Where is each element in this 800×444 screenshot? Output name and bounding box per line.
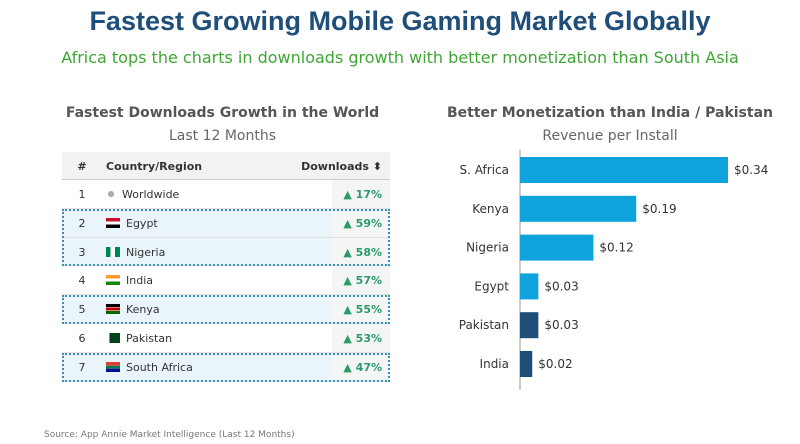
growth-cell: ▲ 55%	[343, 303, 382, 317]
rank-cell: 5	[78, 303, 86, 317]
downloads-growth-table: # Country/Region Downloads ⬍ 1 Worldwide ▲…	[62, 152, 390, 382]
growth-cell: ▲ 53%	[343, 331, 382, 345]
value-label: $0.03	[544, 318, 578, 332]
country-cell: India	[106, 274, 153, 287]
table-row: 6 Pakistan ▲ 53%	[62, 323, 390, 353]
country-name: Worldwide	[122, 188, 180, 201]
category-label: Nigeria	[466, 241, 509, 255]
egypt-flag-icon	[106, 217, 120, 228]
value-label: $0.34	[734, 163, 768, 177]
kenya-flag-icon	[106, 304, 120, 315]
country-name: Pakistan	[126, 331, 173, 345]
growth-cell: ▲ 58%	[343, 245, 382, 259]
right-panel-title: Better Monetization than India / Pakista…	[446, 105, 773, 121]
category-label: Pakistan	[459, 318, 509, 332]
bar	[520, 195, 637, 222]
india-flag-icon	[106, 275, 120, 286]
rank-cell: 3	[78, 245, 86, 259]
downloads-sort-header[interactable]: Downloads ⬍	[301, 160, 382, 173]
country-cell: Pakistan	[106, 332, 172, 345]
bar	[520, 234, 594, 261]
globe-icon	[106, 189, 116, 199]
country-name: India	[126, 274, 153, 288]
category-label: India	[480, 357, 509, 371]
page-title: Fastest Growing Mobile Gaming Market Glo…	[89, 6, 711, 36]
revenue-per-install-chart: S. Africa $0.34 Kenya $0.19 Nigeria $0.12 Egyp…	[459, 150, 768, 390]
left-panel-subtitle: Last 12 Months	[168, 128, 277, 144]
rank-cell: 1	[78, 188, 86, 201]
country-cell: South Africa	[106, 361, 193, 374]
downloads-cell-bg	[332, 352, 390, 381]
value-label: $0.12	[599, 241, 633, 255]
downloads-cell-bg	[332, 295, 390, 323]
country-name: Kenya	[126, 303, 160, 317]
table-row: 3 Nigeria ▲ 58%	[62, 237, 390, 267]
bar	[520, 273, 539, 300]
growth-cell: ▲ 57%	[343, 274, 382, 288]
country-cell: Egypt	[106, 217, 158, 230]
value-label: $0.02	[538, 357, 572, 371]
downloads-cell-bg	[332, 237, 390, 266]
downloads-cell-bg	[332, 180, 390, 208]
country-cell: Nigeria	[106, 246, 165, 259]
country-name: South Africa	[126, 360, 193, 374]
rank-cell: 2	[78, 216, 86, 230]
table-row: 7 South Africa ▲ 47%	[62, 352, 390, 382]
value-label: $0.19	[642, 202, 676, 216]
pakistan-flag-icon	[106, 332, 120, 343]
country-header: Country/Region	[106, 160, 203, 173]
category-label: S. Africa	[460, 163, 509, 177]
table-row: 4 India ▲ 57%	[62, 266, 390, 296]
nigeria-flag-icon	[106, 246, 120, 257]
source-note: Source: App Annie Market Intelligence (L…	[44, 430, 295, 440]
downloads-cell-bg	[332, 266, 390, 295]
growth-cell: ▲ 47%	[343, 360, 382, 374]
table-header-row: # Country/Region Downloads ⬍	[62, 152, 390, 180]
country-cell: Worldwide	[106, 188, 179, 201]
country-name: Nigeria	[126, 245, 166, 259]
country-name: Egypt	[126, 216, 158, 230]
country-cell: Kenya	[106, 303, 160, 316]
bar	[520, 157, 728, 183]
table-row: 2 Egypt ▲ 59%	[62, 208, 390, 238]
table-row: 1 Worldwide ▲ 17%	[62, 180, 390, 209]
rank-cell: 7	[78, 360, 86, 374]
left-panel-title: Fastest Downloads Growth in the World	[65, 105, 380, 121]
rank-cell: 6	[78, 331, 86, 345]
bar	[520, 351, 533, 377]
rank-cell: 4	[78, 274, 86, 288]
rank-header: #	[77, 160, 87, 173]
value-label: $0.03	[544, 279, 578, 293]
growth-cell: ▲ 17%	[343, 188, 382, 201]
downloads-cell-bg	[332, 323, 390, 352]
growth-cell: ▲ 59%	[343, 216, 382, 230]
table-row: 5 Kenya ▲ 55%	[62, 295, 390, 324]
category-label: Kenya	[472, 202, 509, 216]
page-subtitle: Africa tops the charts in downloads grow…	[61, 48, 739, 67]
category-label: Egypt	[474, 279, 509, 293]
right-panel-subtitle: Revenue per Install	[542, 128, 678, 144]
bar	[520, 312, 539, 339]
downloads-cell-bg	[332, 208, 390, 237]
south-africa-flag-icon	[106, 361, 120, 372]
